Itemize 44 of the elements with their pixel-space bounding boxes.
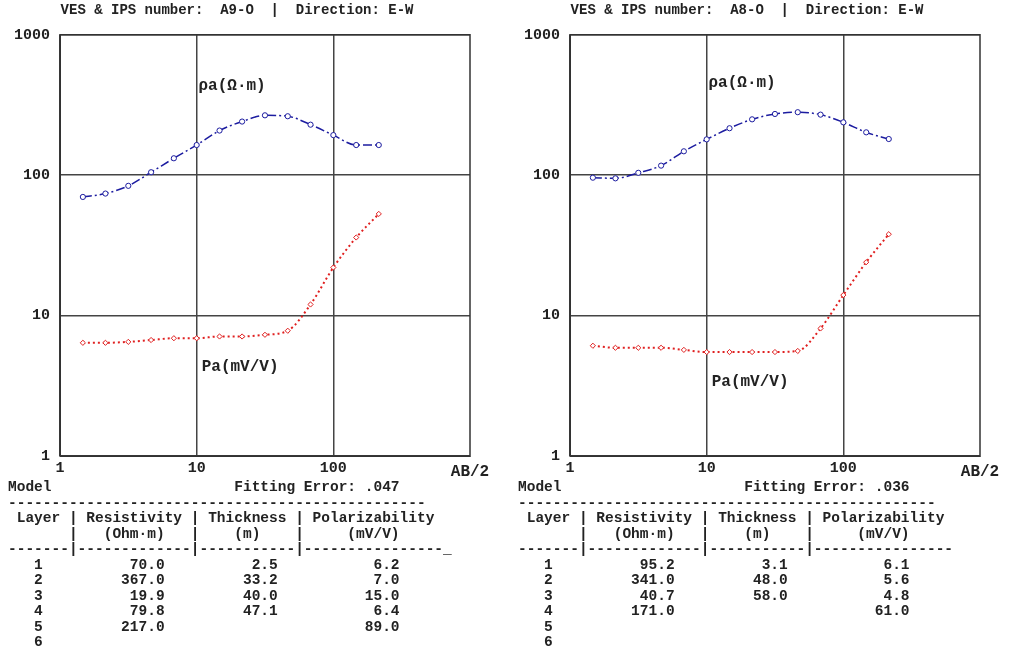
text: Layer | Resistivity | Thickness | Polarizability [15,510,436,527]
x-axis-title: AB/2 [450,463,490,482]
text: 5 217.0 89.0 [33,618,401,635]
series-label: ρa(Ω·m) [198,76,266,95]
text: 5 [543,618,554,635]
x-tick-label: 1 [55,459,65,477]
text: Layer | Resistivity | Thickness | Polarizability [525,510,946,527]
y-tick-label: 1000 [523,26,561,44]
text: 1 70.0 2.5 6.2 [33,556,401,573]
series-label: Pa(mV/V) [711,373,789,392]
chart-title: VES & IPS number: A8-O | Direction: E-W [570,1,925,18]
chart-title: VES & IPS number: A9-O | Direction: E-W [60,1,415,18]
series-label: ρa(Ω·m) [708,74,776,93]
text: Model Fitting Error: .036 [518,479,911,496]
y-tick-label: 1 [40,447,51,465]
text: | (Ohm·m) | (m) | (mV/V) [67,525,401,542]
y-tick-label: 10 [31,307,51,325]
x-tick-label: 100 [829,459,857,477]
x-tick-label: 10 [697,459,716,477]
x-tick-label: 1 [565,459,575,477]
y-tick-label: 100 [22,166,51,184]
text: 6 [543,634,554,651]
text: 4 171.0 61.0 [543,603,911,620]
text: | (Ohm·m) | (m) | (mV/V) [577,525,911,542]
y-tick-label: 1 [550,447,561,465]
text: 1 95.2 3.1 6.1 [543,556,911,573]
text: 2 367.0 33.2 7.0 [33,572,401,589]
y-tick-label: 100 [532,166,561,184]
text: 4 79.8 47.1 6.4 [33,603,401,620]
text: 2 341.0 48.0 5.6 [543,572,911,589]
x-tick-label: 10 [187,459,206,477]
text: ------------------------------------------------ [8,494,427,511]
text: -------|-------------|-----------|---------------- [518,541,955,558]
text: Model Fitting Error: .047 [8,479,401,496]
x-axis-title: AB/2 [960,463,1000,482]
y-tick-label: 10 [541,307,561,325]
y-tick-label: 1000 [13,26,51,44]
text: 6 [33,634,44,651]
text: -------|-------------|-----------|----------------_ [8,541,453,558]
x-tick-label: 100 [319,459,347,477]
series-label: Pa(mV/V) [201,357,279,376]
text: 3 40.7 58.0 4.8 [543,587,911,604]
text: 3 19.9 40.0 15.0 [33,587,401,604]
text: ------------------------------------------------ [518,494,937,511]
